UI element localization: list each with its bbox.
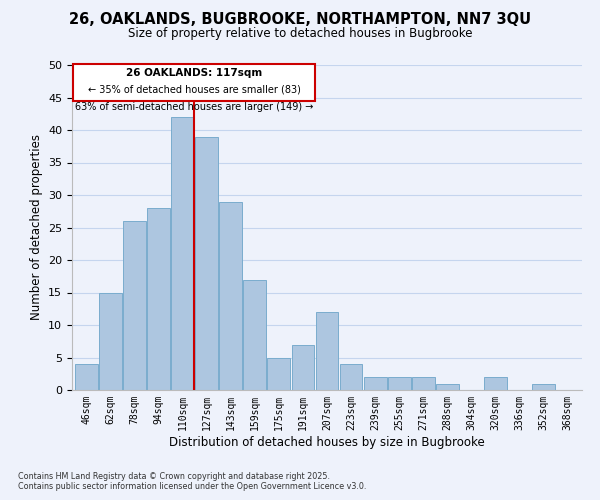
Bar: [436, 384, 459, 390]
Text: 63% of semi-detached houses are larger (149) →: 63% of semi-detached houses are larger (…: [75, 102, 313, 112]
Bar: [147, 208, 170, 390]
Y-axis label: Number of detached properties: Number of detached properties: [29, 134, 43, 320]
Bar: [268, 358, 290, 390]
Text: 26 OAKLANDS: 117sqm: 26 OAKLANDS: 117sqm: [126, 68, 262, 78]
Bar: [75, 364, 98, 390]
Bar: [292, 344, 314, 390]
Text: Contains HM Land Registry data © Crown copyright and database right 2025.: Contains HM Land Registry data © Crown c…: [18, 472, 330, 481]
Bar: [412, 377, 434, 390]
Bar: [316, 312, 338, 390]
Text: Contains public sector information licensed under the Open Government Licence v3: Contains public sector information licen…: [18, 482, 367, 491]
Bar: [484, 377, 507, 390]
X-axis label: Distribution of detached houses by size in Bugbrooke: Distribution of detached houses by size …: [169, 436, 485, 448]
FancyBboxPatch shape: [73, 64, 315, 101]
Bar: [195, 136, 218, 390]
Bar: [340, 364, 362, 390]
Bar: [171, 117, 194, 390]
Bar: [123, 221, 146, 390]
Text: Size of property relative to detached houses in Bugbrooke: Size of property relative to detached ho…: [128, 28, 472, 40]
Bar: [99, 292, 122, 390]
Bar: [532, 384, 555, 390]
Bar: [364, 377, 386, 390]
Text: ← 35% of detached houses are smaller (83): ← 35% of detached houses are smaller (83…: [88, 85, 301, 95]
Bar: [244, 280, 266, 390]
Text: 26, OAKLANDS, BUGBROOKE, NORTHAMPTON, NN7 3QU: 26, OAKLANDS, BUGBROOKE, NORTHAMPTON, NN…: [69, 12, 531, 28]
Bar: [220, 202, 242, 390]
Bar: [388, 377, 410, 390]
